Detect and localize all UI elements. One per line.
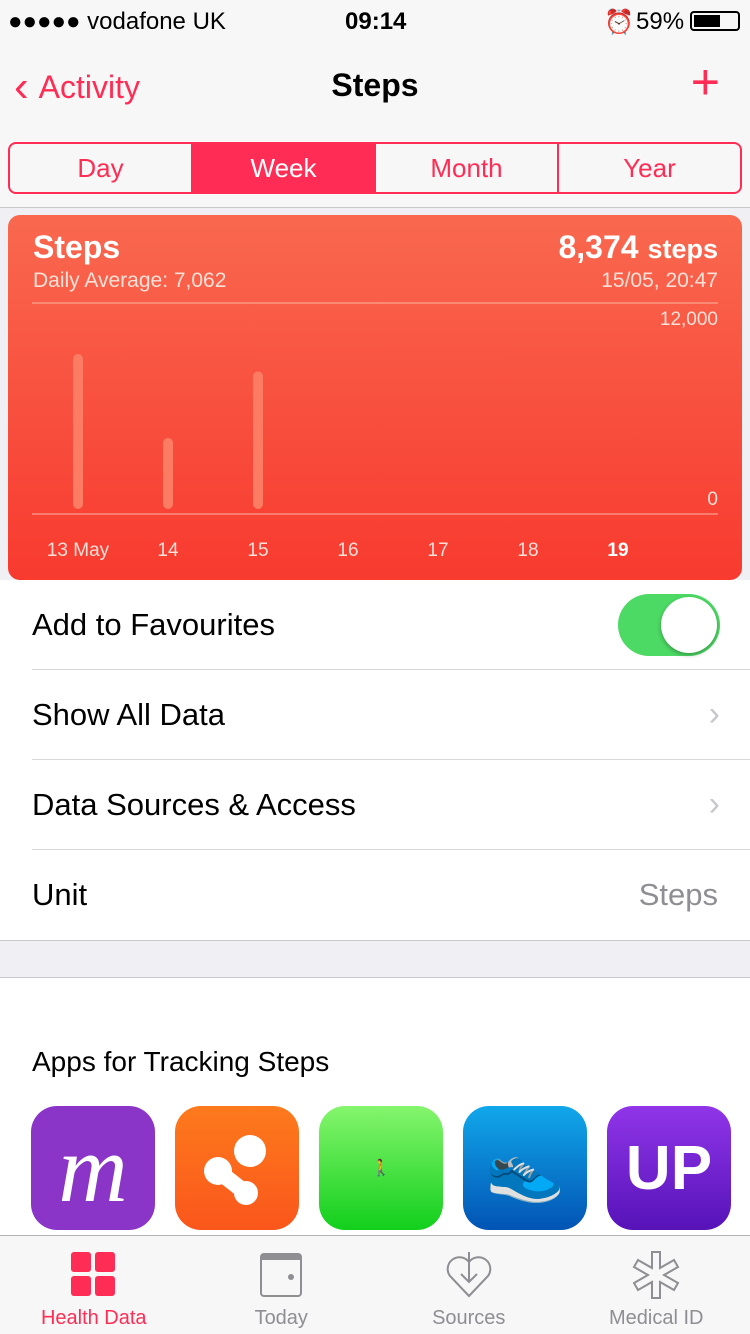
back-button[interactable]: ‹ Activity [14, 62, 140, 112]
heart-download-icon [446, 1252, 492, 1298]
chevron-right-icon: › [708, 785, 720, 823]
nav-bar: ‹ Activity Steps + Day Week Month Year [0, 40, 750, 208]
carrier: ●●●●● vodafone UK [8, 8, 226, 35]
clock: 09:14 [345, 8, 407, 35]
unit-row[interactable]: Unit Steps [32, 877, 718, 912]
y-tick-label: 12,000 [660, 309, 718, 330]
show-all-data-row[interactable]: Show All Data › [32, 670, 750, 760]
grid-icon [70, 1252, 115, 1296]
steps-bar-chart: 12,000 0 13 May 14 15 16 17 18 19 [32, 302, 718, 561]
battery-percent: 59% [636, 8, 685, 35]
asterisk-icon [632, 1251, 680, 1299]
back-label: Activity [38, 68, 140, 105]
favourites-toggle[interactable] [618, 593, 720, 656]
x-tick-label: 16 [337, 540, 358, 561]
steps-chart-card[interactable]: Steps Daily Average: 7,062 8,374 steps 1… [8, 215, 742, 580]
add-to-favourites-row: Add to Favourites [32, 580, 750, 670]
unit-value: Steps [638, 877, 718, 912]
alarm-icon: ⏰ [604, 9, 634, 36]
bar-14 [163, 437, 173, 509]
plus-icon[interactable]: + [690, 54, 720, 110]
x-tick-label: 15 [247, 540, 268, 561]
daily-average: Daily Average: 7,062 [33, 269, 227, 292]
tab-bar: Health Data Today Sources Medical ID [0, 1235, 750, 1334]
selected-timestamp: 15/05, 20:47 [601, 269, 718, 292]
apps-section: Apps for Tracking Steps m 🚶 👟 UP [0, 977, 750, 1235]
tab-sources[interactable]: Sources [375, 1236, 563, 1334]
chevron-left-icon: ‹ [14, 62, 29, 111]
tab-month[interactable]: Month [376, 144, 559, 192]
tab-week[interactable]: Week [193, 144, 376, 192]
battery-icon [690, 11, 740, 31]
tab-year[interactable]: Year [623, 153, 676, 183]
app-icon-up[interactable]: UP [607, 1106, 731, 1230]
app-icon-orange[interactable] [175, 1106, 299, 1230]
bar-15 [253, 371, 263, 509]
period-segmented-control: Day Week Month Year [8, 142, 742, 194]
data-sources-row[interactable]: Data Sources & Access › [32, 760, 750, 850]
chevron-right-icon: › [708, 695, 720, 733]
apps-heading: Apps for Tracking Steps [32, 1046, 330, 1077]
app-icon-m[interactable]: m [31, 1106, 155, 1230]
x-tick-label: 18 [517, 540, 538, 561]
app-icon-walker[interactable]: 🚶 [319, 1106, 443, 1230]
x-tick-label: 19 [607, 540, 628, 561]
tab-today[interactable]: Today [188, 1236, 376, 1334]
settings-list: Add to Favourites Show All Data › Data So… [0, 580, 750, 941]
x-tick-label: 13 May [47, 540, 110, 561]
x-tick-label: 14 [157, 540, 179, 561]
calendar-icon [260, 1253, 303, 1297]
x-tick-label: 17 [427, 540, 448, 561]
app-icon-shoe[interactable]: 👟 [463, 1106, 587, 1230]
bar-13-May [73, 353, 83, 509]
tab-medical-id[interactable]: Medical ID [563, 1236, 750, 1334]
status-bar: ●●●●● vodafone UK 09:14 ⏰ 59% [0, 0, 750, 40]
page-title: Steps [331, 67, 419, 103]
tab-day[interactable]: Day [10, 144, 193, 192]
y-tick-label: 0 [707, 489, 718, 510]
tab-health-data[interactable]: Health Data [0, 1236, 188, 1334]
card-title: Steps [33, 229, 121, 265]
selected-value: 8,374 steps [558, 229, 718, 265]
